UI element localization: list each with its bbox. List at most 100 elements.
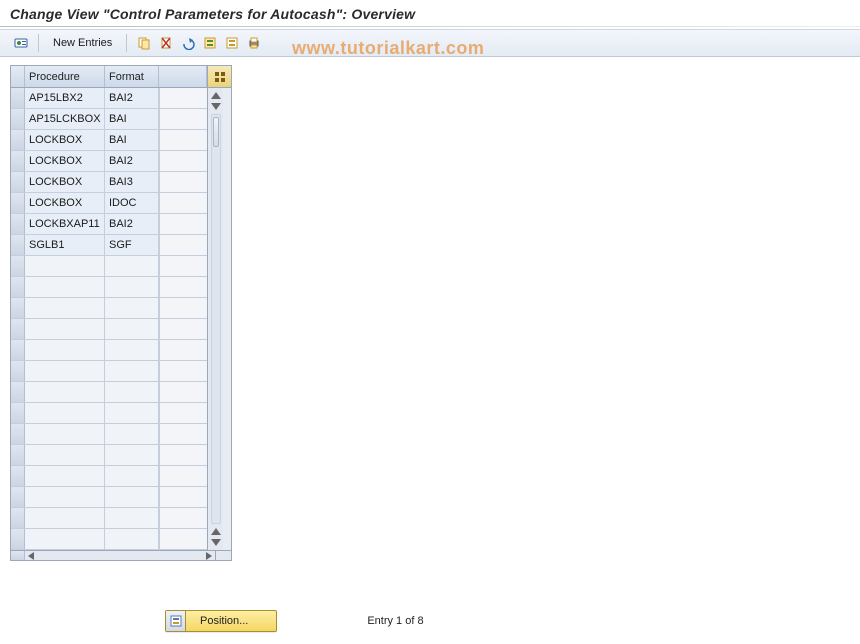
column-header-format[interactable]: Format: [105, 66, 159, 87]
table-row[interactable]: AP15LBX2BAI2: [11, 88, 207, 109]
cell-procedure[interactable]: LOCKBOX: [25, 151, 105, 171]
cell-procedure[interactable]: LOCKBXAP11: [25, 214, 105, 234]
scroll-track[interactable]: [211, 114, 221, 524]
row-select-handle[interactable]: [11, 466, 25, 486]
table-row[interactable]: [11, 487, 207, 508]
cell-format[interactable]: [105, 529, 159, 549]
row-select-handle[interactable]: [11, 151, 25, 171]
row-select-handle[interactable]: [11, 172, 25, 192]
cell-format[interactable]: [105, 340, 159, 360]
table-row[interactable]: LOCKBOXBAI3: [11, 172, 207, 193]
cell-format[interactable]: [105, 445, 159, 465]
table-row[interactable]: [11, 466, 207, 487]
horizontal-scrollbar[interactable]: [11, 550, 231, 560]
cell-format[interactable]: [105, 466, 159, 486]
display-details-icon[interactable]: [12, 34, 30, 52]
scroll-page-down-arrow[interactable]: [211, 103, 221, 110]
row-select-handle[interactable]: [11, 529, 25, 549]
row-select-handle[interactable]: [11, 424, 25, 444]
cell-format[interactable]: [105, 508, 159, 528]
table-row[interactable]: [11, 361, 207, 382]
row-select-handle[interactable]: [11, 235, 25, 255]
table-row[interactable]: [11, 403, 207, 424]
table-row[interactable]: [11, 445, 207, 466]
row-select-handle[interactable]: [11, 487, 25, 507]
cell-procedure[interactable]: SGLB1: [25, 235, 105, 255]
cell-format[interactable]: BAI2: [105, 151, 159, 171]
cell-procedure[interactable]: [25, 487, 105, 507]
table-row[interactable]: [11, 424, 207, 445]
table-row[interactable]: [11, 277, 207, 298]
cell-format[interactable]: BAI3: [105, 172, 159, 192]
table-row[interactable]: [11, 298, 207, 319]
row-select-handle[interactable]: [11, 319, 25, 339]
table-row[interactable]: [11, 319, 207, 340]
row-select-handle[interactable]: [11, 508, 25, 528]
cell-procedure[interactable]: [25, 382, 105, 402]
cell-procedure[interactable]: [25, 319, 105, 339]
row-select-handle[interactable]: [11, 361, 25, 381]
table-row[interactable]: [11, 529, 207, 550]
grid-select-all-handle[interactable]: [11, 66, 25, 87]
cell-format[interactable]: [105, 361, 159, 381]
cell-format[interactable]: [105, 424, 159, 444]
cell-procedure[interactable]: [25, 298, 105, 318]
cell-procedure[interactable]: [25, 361, 105, 381]
table-row[interactable]: [11, 256, 207, 277]
undo-icon[interactable]: [179, 34, 197, 52]
scroll-page-up-arrow[interactable]: [211, 528, 221, 535]
cell-procedure[interactable]: [25, 340, 105, 360]
cell-procedure[interactable]: LOCKBOX: [25, 172, 105, 192]
row-select-handle[interactable]: [11, 382, 25, 402]
table-row[interactable]: LOCKBOXIDOC: [11, 193, 207, 214]
row-select-handle[interactable]: [11, 340, 25, 360]
copy-icon[interactable]: [135, 34, 153, 52]
cell-format[interactable]: [105, 319, 159, 339]
cell-format[interactable]: [105, 487, 159, 507]
vertical-scrollbar[interactable]: [207, 88, 223, 550]
cell-format[interactable]: [105, 298, 159, 318]
cell-format[interactable]: [105, 256, 159, 276]
cell-procedure[interactable]: [25, 466, 105, 486]
row-select-handle[interactable]: [11, 130, 25, 150]
position-button[interactable]: Position...: [165, 610, 277, 632]
row-select-handle[interactable]: [11, 445, 25, 465]
deselect-all-icon[interactable]: [223, 34, 241, 52]
column-header-procedure[interactable]: Procedure: [25, 66, 105, 87]
cell-procedure[interactable]: [25, 508, 105, 528]
scroll-down-arrow[interactable]: [211, 539, 221, 546]
cell-format[interactable]: [105, 382, 159, 402]
cell-format[interactable]: [105, 277, 159, 297]
table-row[interactable]: [11, 508, 207, 529]
scroll-up-arrow[interactable]: [211, 92, 221, 99]
cell-procedure[interactable]: [25, 424, 105, 444]
hscroll-left-arrow[interactable]: [28, 552, 34, 560]
select-all-icon[interactable]: [201, 34, 219, 52]
new-entries-button[interactable]: New Entries: [47, 35, 118, 51]
cell-format[interactable]: BAI: [105, 130, 159, 150]
row-select-handle[interactable]: [11, 256, 25, 276]
cell-procedure[interactable]: [25, 445, 105, 465]
row-select-handle[interactable]: [11, 109, 25, 129]
table-row[interactable]: AP15LCKBOXBAI: [11, 109, 207, 130]
cell-procedure[interactable]: [25, 529, 105, 549]
cell-procedure[interactable]: LOCKBOX: [25, 193, 105, 213]
table-row[interactable]: LOCKBXAP11BAI2: [11, 214, 207, 235]
print-icon[interactable]: [245, 34, 263, 52]
table-row[interactable]: [11, 340, 207, 361]
row-select-handle[interactable]: [11, 214, 25, 234]
delete-icon[interactable]: [157, 34, 175, 52]
cell-procedure[interactable]: LOCKBOX: [25, 130, 105, 150]
row-select-handle[interactable]: [11, 88, 25, 108]
cell-procedure[interactable]: AP15LCKBOX: [25, 109, 105, 129]
table-row[interactable]: LOCKBOXBAI2: [11, 151, 207, 172]
scroll-thumb[interactable]: [213, 117, 219, 147]
cell-format[interactable]: [105, 403, 159, 423]
row-select-handle[interactable]: [11, 193, 25, 213]
cell-format[interactable]: BAI: [105, 109, 159, 129]
cell-format[interactable]: BAI2: [105, 214, 159, 234]
hscroll-track[interactable]: [25, 551, 215, 560]
table-row[interactable]: SGLB1SGF: [11, 235, 207, 256]
cell-procedure[interactable]: [25, 256, 105, 276]
row-select-handle[interactable]: [11, 277, 25, 297]
